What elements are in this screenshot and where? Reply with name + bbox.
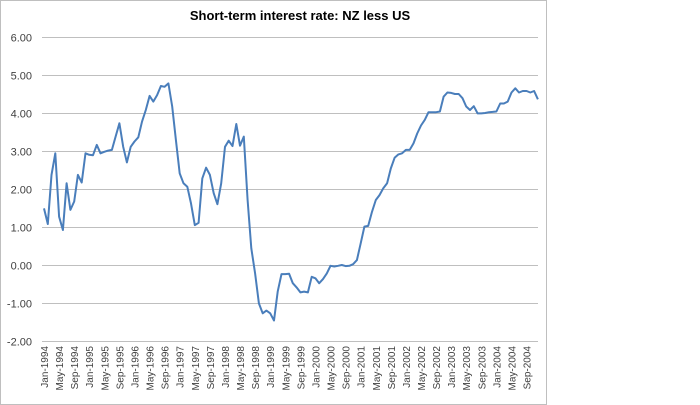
x-tick-label: Sep-1998 (251, 346, 262, 390)
x-tick-label: Jan-1996 (130, 346, 141, 388)
x-tick-label: May-2002 (417, 346, 428, 391)
x-tick-label: Sep-1994 (70, 346, 81, 390)
x-tick-label: Jan-1994 (40, 346, 51, 388)
x-tick-label: Jan-1998 (221, 346, 232, 388)
y-tick-label: 6.00 (11, 33, 32, 45)
series-lines (43, 82, 539, 322)
x-tick-label: Sep-2000 (342, 346, 353, 390)
x-tick-label: Jan-2001 (357, 346, 368, 388)
x-tick-label: Jan-2002 (402, 346, 413, 388)
chart-title: Short-term interest rate: NZ less US (190, 8, 411, 23)
x-tick-label: May-1999 (281, 346, 292, 391)
x-tick-label: May-2001 (372, 346, 383, 391)
x-tick-label: May-1996 (146, 346, 157, 391)
x-tick-label: May-2000 (327, 346, 338, 391)
chart-frame (0, 0, 547, 405)
x-tick-label: Sep-1996 (161, 346, 172, 390)
x-tick-label: May-1998 (236, 346, 247, 391)
x-tick-label: Sep-2004 (523, 346, 534, 390)
y-tick-label: 4.00 (11, 109, 32, 121)
x-tick-label: Sep-1997 (206, 346, 217, 390)
x-tick-label: Sep-2003 (477, 346, 488, 390)
x-tick-label: May-2004 (507, 346, 518, 391)
x-tick-label: May-1997 (191, 346, 202, 391)
x-tick-label: Sep-2001 (387, 346, 398, 390)
y-tick-label: -1.00 (7, 299, 32, 311)
y-tick-label: -2.00 (7, 337, 32, 349)
x-tick-label: Sep-1999 (296, 346, 307, 390)
x-tick-label: Jan-1995 (85, 346, 96, 388)
x-tick-label: Jan-2003 (447, 346, 458, 388)
x-tick-label: Jan-1997 (176, 346, 187, 388)
y-axis-ticks: 6.00 5.00 4.00 3.00 2.00 1.00 0.00 -1.00 -2.00 (7, 33, 32, 349)
x-tick-label: May-2003 (462, 346, 473, 391)
x-tick-label: Jan-2004 (492, 346, 503, 388)
y-tick-label: 1.00 (11, 223, 32, 235)
x-tick-label: May-1994 (55, 346, 66, 391)
x-tick-label: Sep-1995 (115, 346, 126, 390)
y-tick-label: 3.00 (11, 147, 32, 159)
y-tick-label: 2.00 (11, 185, 32, 197)
y-tick-label: 0.00 (11, 261, 32, 273)
y-tick-label: 5.00 (11, 71, 32, 83)
x-tick-label: Jan-1999 (266, 346, 277, 388)
x-tick-label: Sep-2002 (432, 346, 443, 390)
x-tick-label: Jan-2000 (311, 346, 322, 388)
series-line (43, 82, 539, 322)
x-tick-label: May-1995 (100, 346, 111, 391)
x-axis-ticks: Jan-1994 May-1994 Sep-1994 Jan-1995 May-1995… (40, 346, 534, 391)
